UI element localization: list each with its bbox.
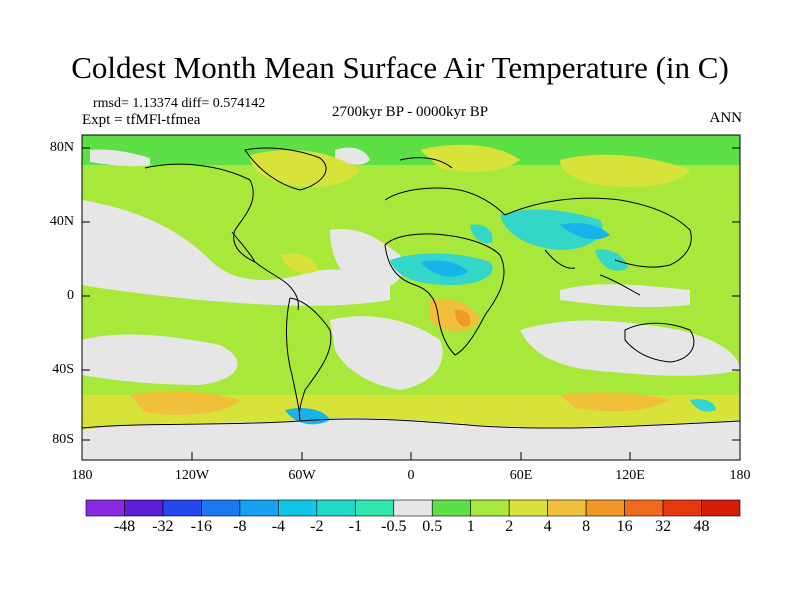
neutral-antarctica [82,417,740,460]
hot-southern-africa [455,309,471,327]
neutral-indian-ocean [520,320,740,376]
colorbar-box [624,499,664,517]
coast-greenland [244,147,327,191]
colorbar-label: 48 [693,518,710,535]
cool-caspian [470,224,493,244]
x-tick-label: 180 [71,468,93,483]
season-label: ANN [709,110,743,126]
colorbar-box [124,499,164,517]
y-tick-label: 0 [67,288,74,303]
colorbar-box [470,499,510,517]
map-field [82,135,740,460]
cool-southeast-asia [595,249,628,271]
x-tick-label: 180 [729,468,751,483]
neutral-south-atlantic [330,316,443,390]
neutral-greenland-east [335,147,370,165]
colorbar-box [508,499,548,517]
warm-caribbean [280,253,318,274]
colorbar-label: 0.5 [422,518,443,535]
warm-north-atlantic [420,144,520,172]
experiment-label: Expt = tfMFl-tfmea [82,112,201,128]
coast-africa [384,233,505,356]
warm-greenland [250,150,360,187]
rmsd-stat: rmsd= 1.13374 diff= 0.574142 [93,96,266,111]
x-tick-label: 0 [407,468,415,483]
colorbar-label: -32 [152,518,174,535]
coast-north-america [144,163,299,311]
colorbar-label: -16 [190,518,213,535]
y-tick-label: 80N [49,140,74,155]
colorbar-box [278,499,318,517]
x-tick-label: 60E [509,468,533,483]
colorbar-box [85,499,125,517]
colorbar-label: -0.5 [381,518,407,535]
neutral-atlantic [330,229,404,290]
colorbar-box [431,499,472,517]
colorbar-box [316,499,356,517]
coast-asia [504,197,692,268]
colorbar-label: 1 [466,518,475,535]
y-tick-label: 80S [52,432,74,447]
coast-gulf [231,231,256,263]
y-tick-label: 40S [52,362,74,377]
colorbar-label: -1 [348,518,362,535]
coast-europe [384,187,506,216]
coast-scandinavia [399,157,453,169]
colorbar-box [239,499,279,517]
colorbar-box [547,499,587,517]
cold-tibet [560,223,610,240]
colorbar-box [162,499,202,517]
colorbar-box [354,499,395,517]
neutral-arctic-west [90,149,150,167]
neutral-north-pacific [82,200,390,306]
colorbar-label: -4 [271,518,286,535]
colorbar-label: -8 [233,518,247,535]
period-label: 2700kyr BP - 0000kyr BP [331,104,489,120]
warm-southern-indian [560,392,670,412]
x-tick-label: 60W [288,468,316,483]
cold-sahara-core [420,260,468,277]
colorbar-label: -2 [310,518,324,535]
colorbar-label: 16 [616,518,633,535]
colorbar-box [393,499,433,517]
colorbar-box [201,499,241,517]
coast-antarctica [82,418,740,429]
coastlines [82,147,740,429]
x-tick-label: 120W [174,468,210,483]
neutral-equatorial-pacific [560,284,690,308]
coast-south-america-west [285,297,301,421]
colorbar-box [701,499,741,517]
colorbar-label: 32 [655,518,672,535]
colorbar-box [662,499,702,517]
neutral-south-pacific [82,334,238,385]
chart-title: Coldest Month Mean Surface Air Temperatu… [71,50,729,85]
y-tick-marks [82,147,740,441]
coast-south-america-east [289,297,332,421]
colorbar-box [585,499,625,517]
colorbar-label: 2 [505,518,514,535]
coast-indonesia [599,274,641,296]
coast-india [544,249,576,269]
colorbar-label: 4 [543,518,552,535]
warm-southern-pacific [130,391,240,415]
coast-australia [624,322,695,363]
colorbar-label: -48 [113,518,136,535]
x-tick-label: 120E [615,468,645,483]
colorbar-label: 8 [582,518,591,535]
cool-middle-east [500,209,603,250]
warm-siberia [560,154,690,187]
x-tick-marks [81,452,741,460]
cool-south-ocean-east [690,399,716,412]
y-tick-label: 40N [49,214,74,229]
